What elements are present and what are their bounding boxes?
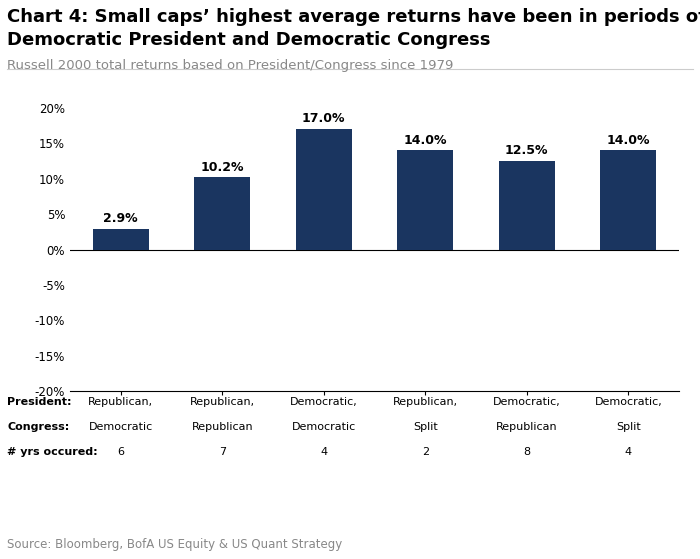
Text: 8: 8	[523, 447, 531, 457]
Text: Democratic,: Democratic,	[594, 397, 662, 407]
Text: 4: 4	[624, 447, 632, 457]
Text: 12.5%: 12.5%	[505, 144, 549, 157]
Text: 14.0%: 14.0%	[606, 134, 650, 146]
Text: 2.9%: 2.9%	[104, 212, 138, 225]
Text: Republican,: Republican,	[88, 397, 153, 407]
Text: Republican,: Republican,	[190, 397, 255, 407]
Text: # yrs occured:: # yrs occured:	[7, 447, 97, 457]
Text: Democratic: Democratic	[89, 422, 153, 432]
Text: Source: Bloomberg, BofA US Equity & US Quant Strategy: Source: Bloomberg, BofA US Equity & US Q…	[7, 538, 342, 551]
Text: Republican,: Republican,	[393, 397, 458, 407]
Text: 7: 7	[218, 447, 226, 457]
Text: Democratic,: Democratic,	[290, 397, 358, 407]
Text: Split: Split	[413, 422, 438, 432]
Bar	[601, 150, 656, 249]
Text: Democratic,: Democratic,	[493, 397, 561, 407]
Bar	[398, 150, 453, 249]
Text: 6: 6	[117, 447, 125, 457]
Bar	[93, 229, 148, 249]
Text: Democratic President and Democratic Congress: Democratic President and Democratic Cong…	[7, 31, 491, 49]
Bar	[499, 161, 554, 249]
Text: Russell 2000 total returns based on President/Congress since 1979: Russell 2000 total returns based on Pres…	[7, 59, 454, 72]
Bar	[296, 129, 351, 249]
Text: 14.0%: 14.0%	[403, 134, 447, 146]
Text: 2: 2	[421, 447, 429, 457]
Text: President:: President:	[7, 397, 71, 407]
Text: Chart 4: Small caps’ highest average returns have been in periods of a: Chart 4: Small caps’ highest average ret…	[7, 8, 700, 26]
Text: 4: 4	[320, 447, 328, 457]
Text: 17.0%: 17.0%	[302, 112, 346, 125]
Text: 10.2%: 10.2%	[200, 160, 244, 174]
Text: Split: Split	[616, 422, 640, 432]
Text: Republican: Republican	[496, 422, 558, 432]
Text: Democratic: Democratic	[292, 422, 356, 432]
Text: Congress:: Congress:	[7, 422, 69, 432]
Bar	[195, 177, 250, 249]
Text: Republican: Republican	[191, 422, 253, 432]
